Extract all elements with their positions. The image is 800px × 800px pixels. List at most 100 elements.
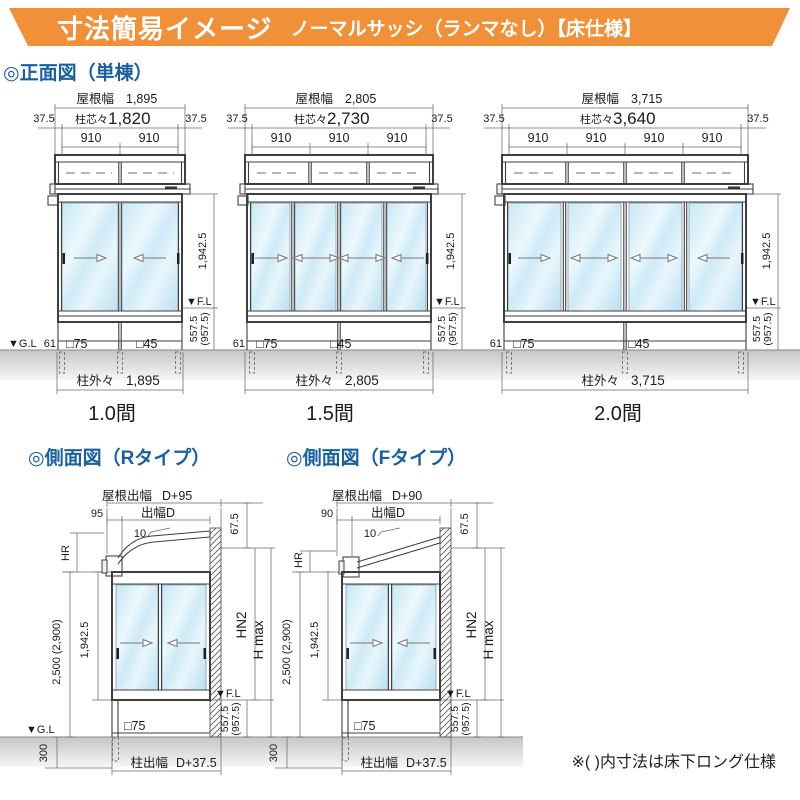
below-fl-long-dim: (957.5) xyxy=(447,312,459,345)
front-view-3: 屋根幅 3,715 37.5 37.5 柱芯々 3,640 910 910 91… xyxy=(483,91,781,425)
dimension-lines xyxy=(484,104,781,394)
front-view-1: 屋根幅 1,895 37.5 37.5 柱芯々 1,820 910 910 1,… xyxy=(8,91,218,425)
section-title-front: ◎正面図（単棟） xyxy=(3,63,153,84)
hr-label: HR xyxy=(60,545,72,561)
outer-width-value: 3,715 xyxy=(631,373,665,388)
module-dim: 910 xyxy=(139,131,160,145)
sliding-door-side xyxy=(341,571,441,701)
module-dim: 910 xyxy=(528,131,549,145)
pillar-center-value: 3,640 xyxy=(613,109,656,128)
roof-width-label: 屋根幅 xyxy=(76,91,114,106)
roof-width-label: 屋根幅 xyxy=(581,91,619,106)
hmax-label: H max xyxy=(481,620,496,659)
height-dim: 1,942.5 xyxy=(445,233,457,270)
curved-roof xyxy=(101,530,211,577)
base-value: D+37.5 xyxy=(406,756,447,770)
section-title-side-r: ◎側面図（Rタイプ） xyxy=(28,448,211,469)
total-height-dim: 2,500 (2,900) xyxy=(281,619,293,684)
roof-proj-label: 屋根出幅 xyxy=(332,488,382,503)
glass-panel xyxy=(61,202,119,312)
depth-label: 出幅D xyxy=(371,505,405,520)
below-fl-dim: 557.5 xyxy=(436,316,448,342)
depth-label: 出幅D xyxy=(141,505,175,520)
height-dim: 1,942.5 xyxy=(309,622,321,659)
post-front-label: □75 xyxy=(66,337,88,351)
glass-panel xyxy=(688,202,743,312)
post-label: □75 xyxy=(124,719,146,733)
margin-left: 37.5 xyxy=(483,113,504,125)
height-dim: 1,942.5 xyxy=(79,622,91,659)
sliding-door xyxy=(57,193,183,323)
base-value: D+37.5 xyxy=(176,756,217,770)
sliding-door xyxy=(246,193,432,323)
sliding-door-side xyxy=(111,571,211,701)
height-dim: 1,942.5 xyxy=(197,233,209,270)
margin-right: 37.5 xyxy=(185,113,206,125)
roof-band xyxy=(501,154,749,185)
below-fl-long-dim: (957.5) xyxy=(460,702,472,735)
roof-width-value: 2,805 xyxy=(345,92,376,106)
front-view-2: 屋根幅 2,805 37.5 37.5 柱芯々 2,730 910 910 91… xyxy=(226,91,466,425)
overhang-dim: 90 xyxy=(321,508,333,520)
below-fl-long-dim: (957.5) xyxy=(762,312,774,345)
slope-label: 10 xyxy=(364,528,376,540)
fl-marker: ▼F.L xyxy=(434,296,460,308)
roof-proj-value: D+90 xyxy=(392,489,422,503)
module-dim: 910 xyxy=(702,131,723,145)
glass-panel xyxy=(507,202,562,312)
dimension-lines xyxy=(45,499,275,775)
embed-dim: 300 xyxy=(38,744,50,762)
module-dim: 910 xyxy=(586,131,607,145)
below-fl-dim: 557.5 xyxy=(751,316,763,342)
roof-width-label: 屋根幅 xyxy=(295,91,333,106)
post-front-label: □75 xyxy=(256,337,278,351)
base-and-posts xyxy=(503,322,747,374)
base-label: 柱出幅 xyxy=(130,755,168,770)
fl-marker: ▼F.L xyxy=(186,296,212,308)
roof-proj-value: D+95 xyxy=(162,489,192,503)
fl-marker: ▼F.L xyxy=(750,296,776,308)
gl-marker: ▼G.L xyxy=(8,338,37,350)
module-dim: 910 xyxy=(387,131,408,145)
fl-marker: ▼F.L xyxy=(215,688,241,700)
glass-panel xyxy=(386,202,427,312)
side-view-f: 屋根出幅 D+90 90 出幅D 10 HR 67.5 2,500 (2,900… xyxy=(268,488,505,775)
height-dim: 1,942.5 xyxy=(761,233,773,270)
roof-width-value: 3,715 xyxy=(631,92,662,106)
post-mid-label: □45 xyxy=(628,337,650,351)
glass-panel xyxy=(161,584,207,691)
below-fl-dim: 557.5 xyxy=(449,706,461,732)
module-dim: 910 xyxy=(271,131,292,145)
flat-roof xyxy=(338,536,441,578)
size-label: 1.5間 xyxy=(306,403,354,425)
hn2-label: HN2 xyxy=(464,611,479,638)
margin-left: 37.5 xyxy=(226,113,247,125)
side-view-r: 屋根出幅 D+95 95 出幅D 10 HR 67.5 2,500 (2,900… xyxy=(26,488,275,775)
hn2-label: HN2 xyxy=(234,611,249,638)
outer-width-label: 柱外々 xyxy=(295,373,333,388)
header-banner: 寸法簡易イメージ ノーマルサッシ（ランマなし）【床仕様】 xyxy=(9,8,790,46)
top-gap-dim: 67.5 xyxy=(459,513,471,534)
roof-width-value: 1,895 xyxy=(126,92,157,106)
outer-width-label: 柱外々 xyxy=(581,373,619,388)
dimension-lines xyxy=(228,104,466,394)
glass-panel xyxy=(115,584,159,691)
below-fl-dim: 557.5 xyxy=(219,706,231,732)
margin-right: 37.5 xyxy=(431,113,452,125)
hr-label: HR xyxy=(293,552,305,568)
base-label: 柱出幅 xyxy=(360,755,398,770)
top-gap-dim: 67.5 xyxy=(229,513,241,534)
post-mid-label: □45 xyxy=(330,337,352,351)
page-subtitle: ノーマルサッシ（ランマなし）【床仕様】 xyxy=(290,18,642,40)
below-fl-long-dim: (957.5) xyxy=(199,312,211,345)
dimension-lines xyxy=(275,499,505,775)
sliding-door xyxy=(503,193,747,323)
base-and-post xyxy=(111,700,210,762)
slope-label: 10 xyxy=(134,528,146,540)
pillar-center-value: 2,730 xyxy=(327,109,370,128)
fl-marker: ▼F.L xyxy=(445,688,471,700)
module-dim: 910 xyxy=(329,131,350,145)
roof-band xyxy=(244,154,434,185)
wall-hatch xyxy=(209,527,222,738)
